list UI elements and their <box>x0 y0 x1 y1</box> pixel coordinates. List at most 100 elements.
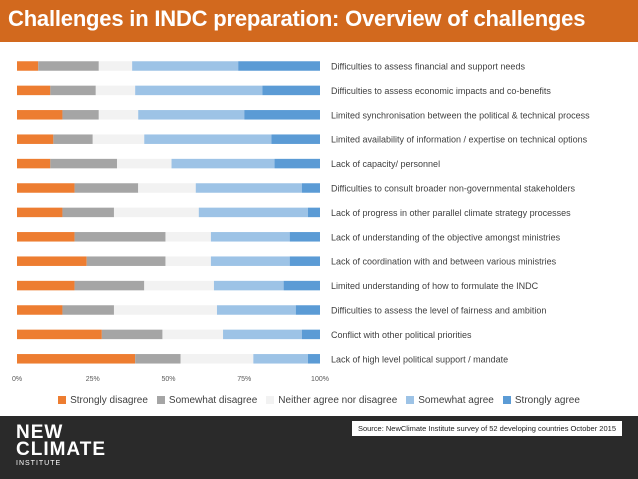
bar-segment <box>274 158 320 169</box>
bar-segment <box>195 183 302 193</box>
category-label: Limited understanding of how to formulat… <box>331 281 539 291</box>
bar-segment <box>17 354 136 364</box>
category-label: Conflict with other political priorities <box>331 330 472 340</box>
category-label: Lack of understanding of the objective a… <box>331 232 561 242</box>
stacked-bar-chart: Difficulties to assess financial and sup… <box>12 61 590 383</box>
bar-segment <box>198 207 308 218</box>
bar-segment <box>98 61 133 71</box>
bar-segment <box>144 134 272 144</box>
bar-segment <box>38 61 99 71</box>
legend-item: Somewhat disagree <box>156 395 257 406</box>
bar-segment <box>62 110 99 120</box>
bar-segment <box>17 85 51 96</box>
page-title: Challenges in INDC preparation: Overview… <box>8 6 586 31</box>
category-label: Difficulties to consult broader non-gove… <box>331 184 575 194</box>
bar-segment <box>307 207 320 218</box>
bar-segment <box>289 256 320 266</box>
x-tick-label: 25% <box>86 376 100 383</box>
bar-segment <box>135 354 181 364</box>
bar-segment <box>17 256 87 266</box>
legend-item: Somewhat agree <box>406 395 494 406</box>
legend-swatch <box>406 396 415 404</box>
bar-segment <box>74 280 145 291</box>
bar-segment <box>144 280 214 291</box>
bar-segment <box>62 207 114 218</box>
bar-segment <box>283 280 320 291</box>
x-tick-label: 75% <box>237 376 251 383</box>
bar-segment <box>180 354 254 364</box>
bar-segment <box>101 329 163 340</box>
bar-segment <box>17 232 75 242</box>
bar-segment <box>271 134 320 144</box>
legend-label: Neither agree nor disagree <box>278 394 398 406</box>
bar-segment <box>171 158 275 169</box>
bar-segment <box>17 110 63 120</box>
category-label: Lack of progress in other parallel clima… <box>331 208 571 218</box>
bar-segment <box>113 305 217 315</box>
bar-segment <box>50 158 117 169</box>
title-bar: Challenges in INDC preparation: Overview… <box>0 0 638 42</box>
bar-segment <box>223 329 302 340</box>
source-note: Source: NewClimate Institute survey of 5… <box>351 421 622 436</box>
bar-segment <box>53 134 93 144</box>
bar-segment <box>17 158 51 169</box>
legend-item: Strongly agree <box>502 394 580 406</box>
bar-segment <box>17 61 39 71</box>
newclimate-logo: NEW CLIMATE INSTITUTE <box>16 422 107 467</box>
bar-segment <box>17 280 75 291</box>
logo-line-2: CLIMATE <box>16 439 107 460</box>
bar-segment <box>262 85 320 96</box>
bar-segment <box>116 158 172 169</box>
bar-segment <box>138 183 196 193</box>
bar-segment <box>301 329 320 340</box>
legend-item: Neither agree nor disagree <box>266 395 397 406</box>
bar-segment <box>165 256 211 266</box>
bar-segment <box>113 207 199 218</box>
category-label: Lack of coordination with and between va… <box>331 257 557 267</box>
bar-segment <box>74 232 166 242</box>
bar-segment <box>307 354 320 364</box>
legend-swatch <box>502 396 511 404</box>
category-label: Limited availability of information / ex… <box>331 135 588 145</box>
category-label: Lack of capacity/ personnel <box>331 159 440 169</box>
bar-segment <box>74 183 139 193</box>
bar-segment <box>253 354 308 364</box>
bar-segment <box>210 256 290 266</box>
bar-segment <box>50 85 96 96</box>
bar-segment <box>213 280 284 291</box>
bar-segment <box>98 110 139 120</box>
category-label: Lack of high level political support / m… <box>331 354 508 364</box>
bar-segment <box>17 305 63 315</box>
bar-segment <box>216 305 296 315</box>
bar-segment <box>238 61 320 71</box>
x-tick-label: 50% <box>161 376 175 383</box>
bar-segment <box>132 61 239 71</box>
bar-segment <box>17 134 54 144</box>
bar-segment <box>86 256 166 266</box>
legend-label: Strongly agree <box>514 394 580 406</box>
footer: NEW CLIMATE INSTITUTE Source: NewClimate… <box>0 416 638 479</box>
x-tick-label: 100% <box>311 376 329 383</box>
bar-segment <box>17 207 63 218</box>
bar-segment <box>244 110 320 120</box>
bar-segment <box>301 183 320 193</box>
x-tick-label: 0% <box>12 376 22 383</box>
bar-segment <box>135 85 263 96</box>
bar-segment <box>95 85 136 96</box>
category-label: Limited synchronisation between the poli… <box>331 110 590 120</box>
logo-subtitle: INSTITUTE <box>16 460 62 467</box>
bar-segment <box>289 232 320 242</box>
bar-segment <box>92 134 145 144</box>
bar-segment <box>162 329 224 340</box>
logo-line-1: NEW <box>16 422 64 443</box>
bar-segment <box>17 329 102 340</box>
legend-label: Strongly disagree <box>70 394 148 406</box>
bar-segment <box>62 305 114 315</box>
legend-label: Somewhat agree <box>418 394 494 406</box>
legend-swatch <box>58 396 67 404</box>
bar-segment <box>165 232 211 242</box>
bar-segment <box>138 110 245 120</box>
bar-segment <box>210 232 290 242</box>
category-label: Difficulties to assess financial and sup… <box>331 62 525 72</box>
bar-segment <box>295 305 320 315</box>
